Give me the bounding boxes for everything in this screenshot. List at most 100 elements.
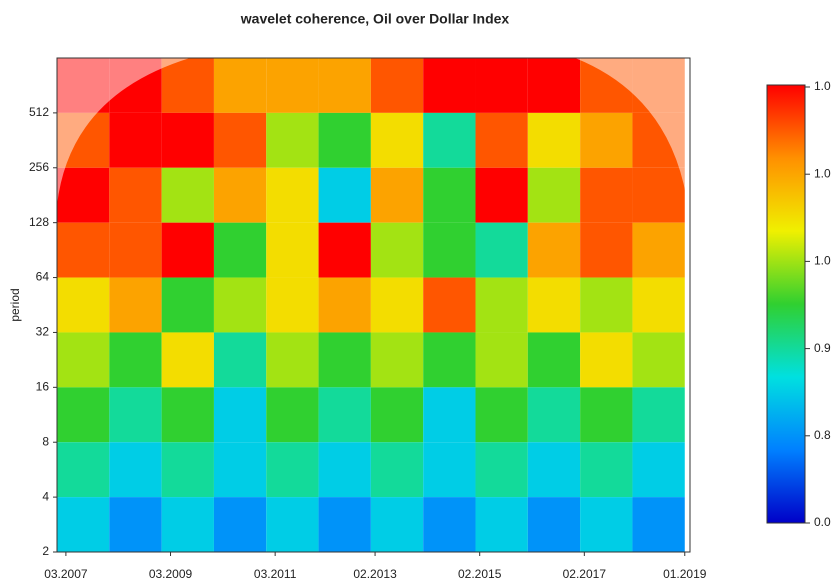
heatmap-cell	[527, 387, 581, 443]
heatmap-cell	[266, 442, 319, 498]
heatmap-cell	[109, 442, 162, 498]
colorbar-label: 0.8	[814, 428, 831, 442]
heatmap-cell	[213, 222, 267, 278]
x-tick-label: 03.2011	[254, 567, 297, 581]
heatmap-cell	[318, 58, 371, 113]
heatmap-cell	[57, 387, 110, 443]
heatmap-cell	[580, 167, 633, 223]
y-axis-label: period	[8, 288, 22, 321]
cone-of-influence	[575, 58, 690, 225]
heatmap-cell	[527, 277, 581, 333]
heatmap-cell	[57, 167, 110, 223]
heatmap-cell	[213, 442, 267, 498]
heatmap-cell	[423, 58, 476, 113]
heatmap-cell	[370, 387, 424, 443]
heatmap-cell	[527, 332, 581, 388]
heatmap-cell	[475, 277, 528, 333]
heatmap-cell	[266, 332, 319, 388]
heatmap-cell	[475, 222, 528, 278]
heatmap-cell	[109, 112, 162, 168]
heatmap-cell	[475, 58, 528, 113]
heatmap-cell	[527, 222, 581, 278]
y-tick-label: 512	[29, 105, 49, 119]
heatmap-cell	[213, 167, 267, 223]
heatmap-cell	[161, 497, 214, 552]
heatmap-cell	[527, 167, 581, 223]
heatmap-cell	[370, 497, 424, 552]
heatmap-cell	[632, 277, 685, 333]
heatmap-cell	[213, 332, 267, 388]
y-tick-label: 64	[36, 270, 50, 284]
heatmap-cell	[161, 58, 214, 113]
heatmap-cell	[580, 387, 633, 443]
heatmap-cell	[57, 442, 110, 498]
heatmap-cell	[527, 497, 581, 552]
heatmap-cell	[580, 277, 633, 333]
heatmap-cell	[423, 277, 476, 333]
heatmap-cell	[423, 442, 476, 498]
heatmap-cell	[580, 497, 633, 552]
y-tick-label: 16	[36, 380, 50, 394]
heatmap-cell	[580, 442, 633, 498]
y-tick-label: 256	[29, 160, 49, 174]
y-tick-label: 32	[36, 325, 50, 339]
heatmap-cell	[213, 112, 267, 168]
heatmap-cell	[109, 167, 162, 223]
heatmap-cell	[318, 112, 371, 168]
colorbar-label: 1.0	[814, 254, 831, 268]
heatmap-cell	[527, 112, 581, 168]
cone-of-influence	[57, 58, 190, 205]
heatmap-cell	[475, 332, 528, 388]
y-tick-label: 8	[42, 434, 49, 448]
x-tick-label: 01.2019	[663, 567, 707, 581]
colorbar-label: 1.0	[814, 166, 831, 180]
heatmap-cell	[475, 112, 528, 168]
heatmap-cell	[632, 332, 685, 388]
heatmap-cell	[213, 277, 267, 333]
heatmap-cell	[423, 112, 476, 168]
x-tick-label: 03.2009	[149, 567, 193, 581]
heatmap-cell	[318, 497, 371, 552]
heatmap-cell	[423, 387, 476, 443]
heatmap-cell	[213, 497, 267, 552]
heatmap-cell	[213, 58, 267, 113]
heatmap-cell	[161, 332, 214, 388]
heatmap-cell	[161, 167, 214, 223]
heatmap-cell	[370, 58, 424, 113]
heatmap-cell	[475, 442, 528, 498]
heatmap-cell	[161, 277, 214, 333]
heatmap-cell	[57, 222, 110, 278]
heatmap-cell	[318, 277, 371, 333]
x-tick-label: 02.2015	[458, 567, 502, 581]
heatmap-cell	[580, 222, 633, 278]
heatmap-cell	[109, 277, 162, 333]
heatmap-cell	[370, 222, 424, 278]
heatmap-cell	[580, 332, 633, 388]
colorbar-label: 0.0	[814, 515, 831, 529]
heatmap-cell	[318, 442, 371, 498]
heatmap-cell	[475, 167, 528, 223]
heatmap-cell	[475, 387, 528, 443]
colorbar-label: 0.9	[814, 341, 831, 355]
heatmap-cell	[370, 167, 424, 223]
heatmap-cell	[109, 222, 162, 278]
heatmap-cell	[423, 167, 476, 223]
heatmap-cell	[632, 167, 685, 223]
heatmap-cell	[632, 222, 685, 278]
heatmap-cell	[318, 222, 371, 278]
y-tick-label: 128	[29, 215, 49, 229]
heatmap-cell	[161, 112, 214, 168]
heatmap-cell	[109, 387, 162, 443]
heatmap-cell	[370, 332, 424, 388]
heatmap-cell	[161, 222, 214, 278]
x-tick-label: 03.2007	[44, 567, 88, 581]
heatmap-cell	[266, 277, 319, 333]
colorbar	[766, 84, 806, 524]
heatmap-cell	[475, 497, 528, 552]
colorbar-label: 1.0	[814, 79, 831, 93]
heatmap-cell	[266, 112, 319, 168]
heatmap-cell	[370, 442, 424, 498]
heatmap-cell	[57, 497, 110, 552]
